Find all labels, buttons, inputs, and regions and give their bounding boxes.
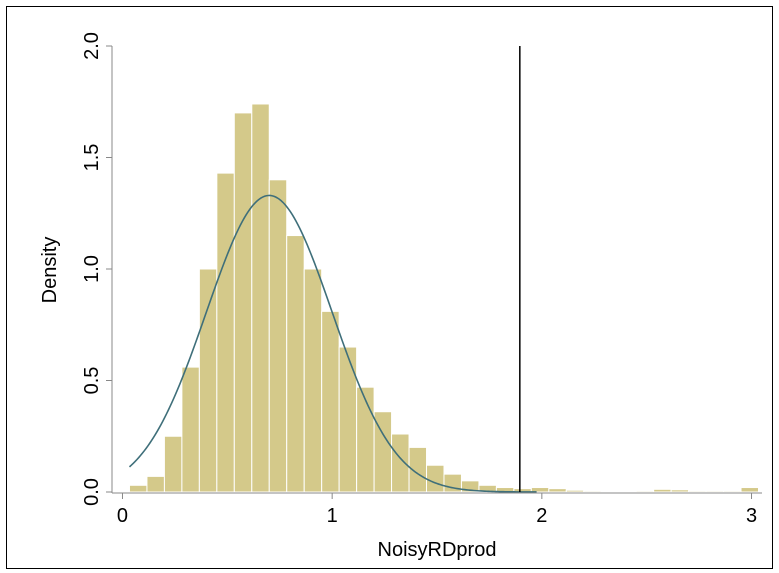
histogram-bar	[268, 179, 288, 493]
y-tick-label: 0.5	[81, 367, 103, 395]
histogram-bar	[583, 490, 602, 493]
normal-density-curve	[128, 194, 537, 493]
histogram-bar	[198, 268, 218, 493]
histogram-bar	[391, 433, 410, 493]
x-tick-label: 3	[746, 505, 757, 527]
histogram-bar	[163, 435, 183, 493]
axes-layer: 0.0 0.5 1.0 1.5 2.0 0 1 2 3	[81, 32, 762, 527]
curve-layer	[128, 46, 537, 493]
histogram-bar	[426, 464, 445, 493]
histogram-bar	[181, 366, 200, 493]
y-tick-label: 1.0	[81, 255, 103, 283]
histogram-bar	[740, 487, 759, 493]
histogram-bar	[321, 310, 340, 493]
histogram-bar	[251, 103, 270, 493]
histogram-bar	[635, 490, 655, 493]
y-axis-label: Density	[39, 237, 61, 304]
x-tick-label: 1	[327, 505, 338, 527]
histogram-bar	[233, 112, 253, 493]
histogram-bar	[565, 489, 585, 493]
histogram-bar	[705, 490, 725, 493]
histogram-bar	[303, 268, 323, 493]
x-tick-label: 0	[117, 505, 128, 527]
histogram-bar	[146, 475, 165, 493]
histogram-bar	[688, 490, 707, 493]
histogram-bar	[286, 235, 305, 493]
histogram-bar	[618, 490, 637, 493]
histogram-bar	[356, 386, 375, 493]
x-axis-label: NoisyRDprod	[378, 539, 497, 561]
histogram-bar	[338, 346, 358, 493]
histogram-bar	[670, 489, 690, 493]
histogram-bar	[723, 490, 742, 493]
y-tick-label: 1.5	[81, 144, 103, 172]
histogram-bar	[600, 490, 620, 493]
y-tick-label: 0.0	[81, 478, 103, 506]
x-tick-label: 2	[536, 505, 547, 527]
histogram-bar	[653, 488, 672, 493]
y-tick-label: 2.0	[81, 32, 103, 60]
histogram-bar	[548, 488, 567, 493]
histogram-bar	[128, 484, 148, 493]
bars-layer	[128, 103, 759, 493]
histogram-bar	[216, 172, 235, 493]
